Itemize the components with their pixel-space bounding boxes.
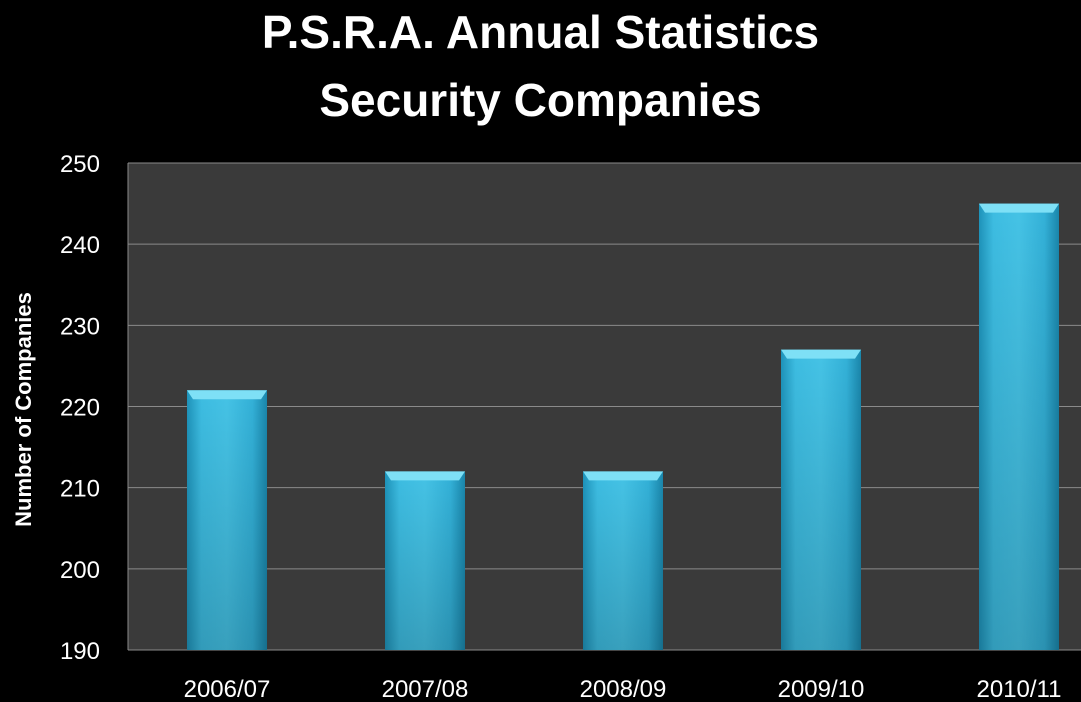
y-tick-label: 230 [60,313,100,340]
chart-title-line-2: Security Companies [319,74,762,126]
chart-title: P.S.R.A. Annual Statistics Security Comp… [0,0,1081,150]
y-tick-label: 210 [60,476,100,503]
bar-top-cap [187,390,267,400]
bar-top-cap [583,471,663,481]
x-tick-label: 2009/10 [778,676,865,702]
bar-shade [385,471,465,650]
y-tick-labels: 190 200 210 220 230 240 250 [60,151,100,665]
y-tick-label: 240 [60,232,100,259]
grid-lines [127,162,1081,651]
bars [187,203,1059,651]
x-tick-label: 2007/08 [382,676,469,702]
bar-top-cap [979,203,1059,213]
bar-2009-10 [781,349,861,650]
bar-2008-09 [583,471,663,650]
bar-2007-08 [385,471,465,650]
bar-top-cap [781,349,861,359]
y-axis-title: Number of Companies [11,292,36,527]
bar-2006-07 [187,390,267,650]
bar-2010-11 [979,203,1059,651]
x-tick-label: 2010/11 [977,676,1062,702]
y-tick-label: 200 [60,557,100,584]
x-tick-label: 2008/09 [580,676,667,702]
bar-shade [187,390,267,650]
bar-shade [583,471,663,650]
x-tick-label: 2006/07 [184,676,271,702]
bar-shade [781,349,861,650]
y-tick-label: 190 [60,638,100,665]
x-tick-labels: 2006/07 2007/08 2008/09 2009/10 2010/11 [184,676,1062,702]
y-tick-label: 220 [60,395,100,422]
bar-top-cap [385,471,465,481]
y-tick-label: 250 [60,151,100,178]
chart-title-line-1: P.S.R.A. Annual Statistics [261,6,820,58]
bar-shade [979,203,1059,651]
